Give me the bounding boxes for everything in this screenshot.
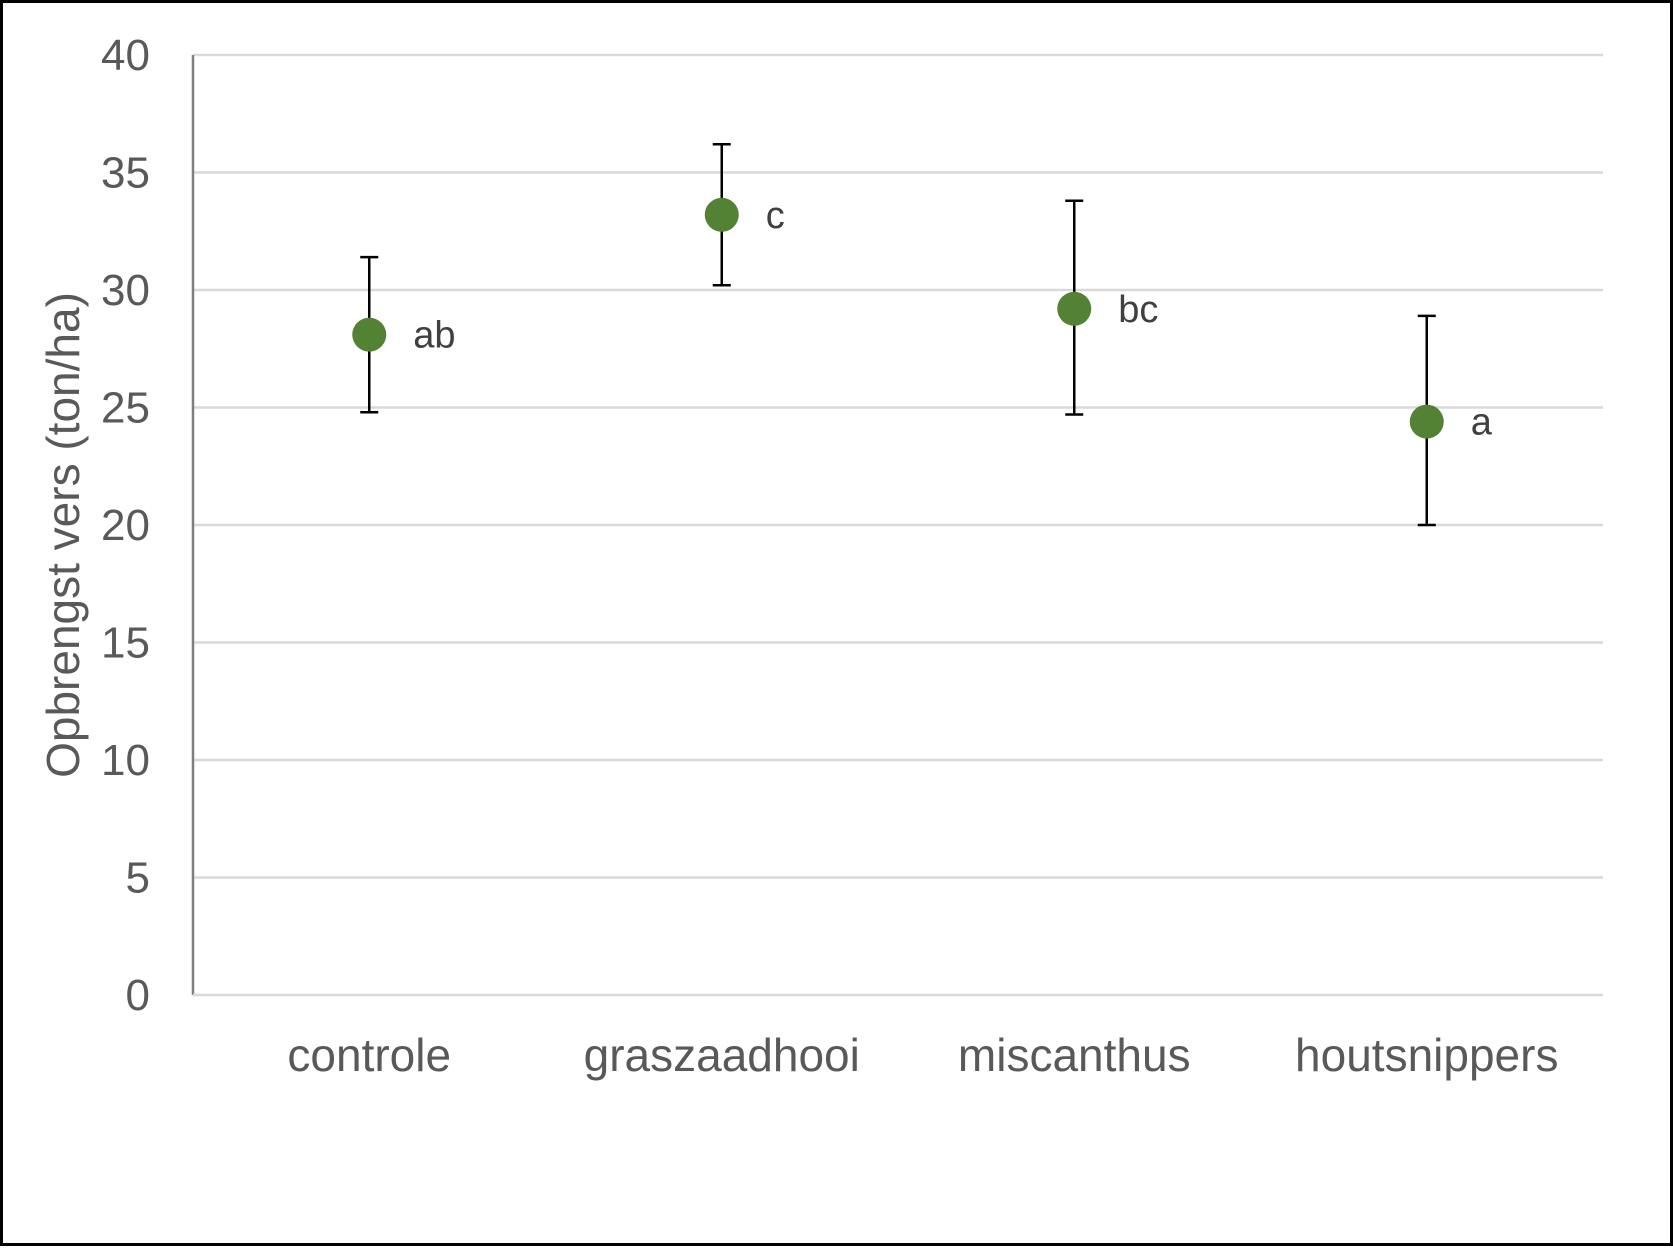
significance-label: c [766,195,785,237]
chart-canvas: 0 5 10 15 20 25 30 35 40 controle graszaadhooi mis… [37,31,1603,1081]
data-point [704,197,739,232]
y-tick-label: 0 [126,971,150,1020]
x-category-label: controle [287,1029,451,1081]
gridlines [193,53,1603,879]
y-tick-label: 30 [101,266,150,315]
y-axis-title: Opbrengst vers (ton/ha) [37,292,89,778]
y-tick-label: 10 [101,736,150,785]
data-point [352,317,387,352]
significance-labels: ab c bc a [413,195,1493,444]
data-points [352,197,1444,439]
significance-label: ab [413,315,455,357]
y-tick-label: 15 [101,619,150,668]
significance-label: bc [1118,289,1158,331]
x-category-labels: controle graszaadhooi miscanthus houtsnippe… [287,1029,1558,1081]
data-point [1057,291,1092,326]
data-point [1409,404,1444,439]
x-category-label: houtsnippers [1295,1029,1558,1081]
error-bars [360,143,1436,527]
y-tick-label: 20 [101,501,150,550]
x-category-label: miscanthus [958,1029,1191,1081]
y-tick-label: 35 [101,149,150,198]
y-tick-label: 5 [126,854,150,903]
significance-label: a [1471,402,1493,444]
y-tick-labels: 0 5 10 15 20 25 30 35 40 [101,31,150,1020]
x-category-label: graszaadhooi [584,1029,860,1081]
y-tick-label: 40 [101,31,150,80]
y-tick-label: 25 [101,384,150,433]
